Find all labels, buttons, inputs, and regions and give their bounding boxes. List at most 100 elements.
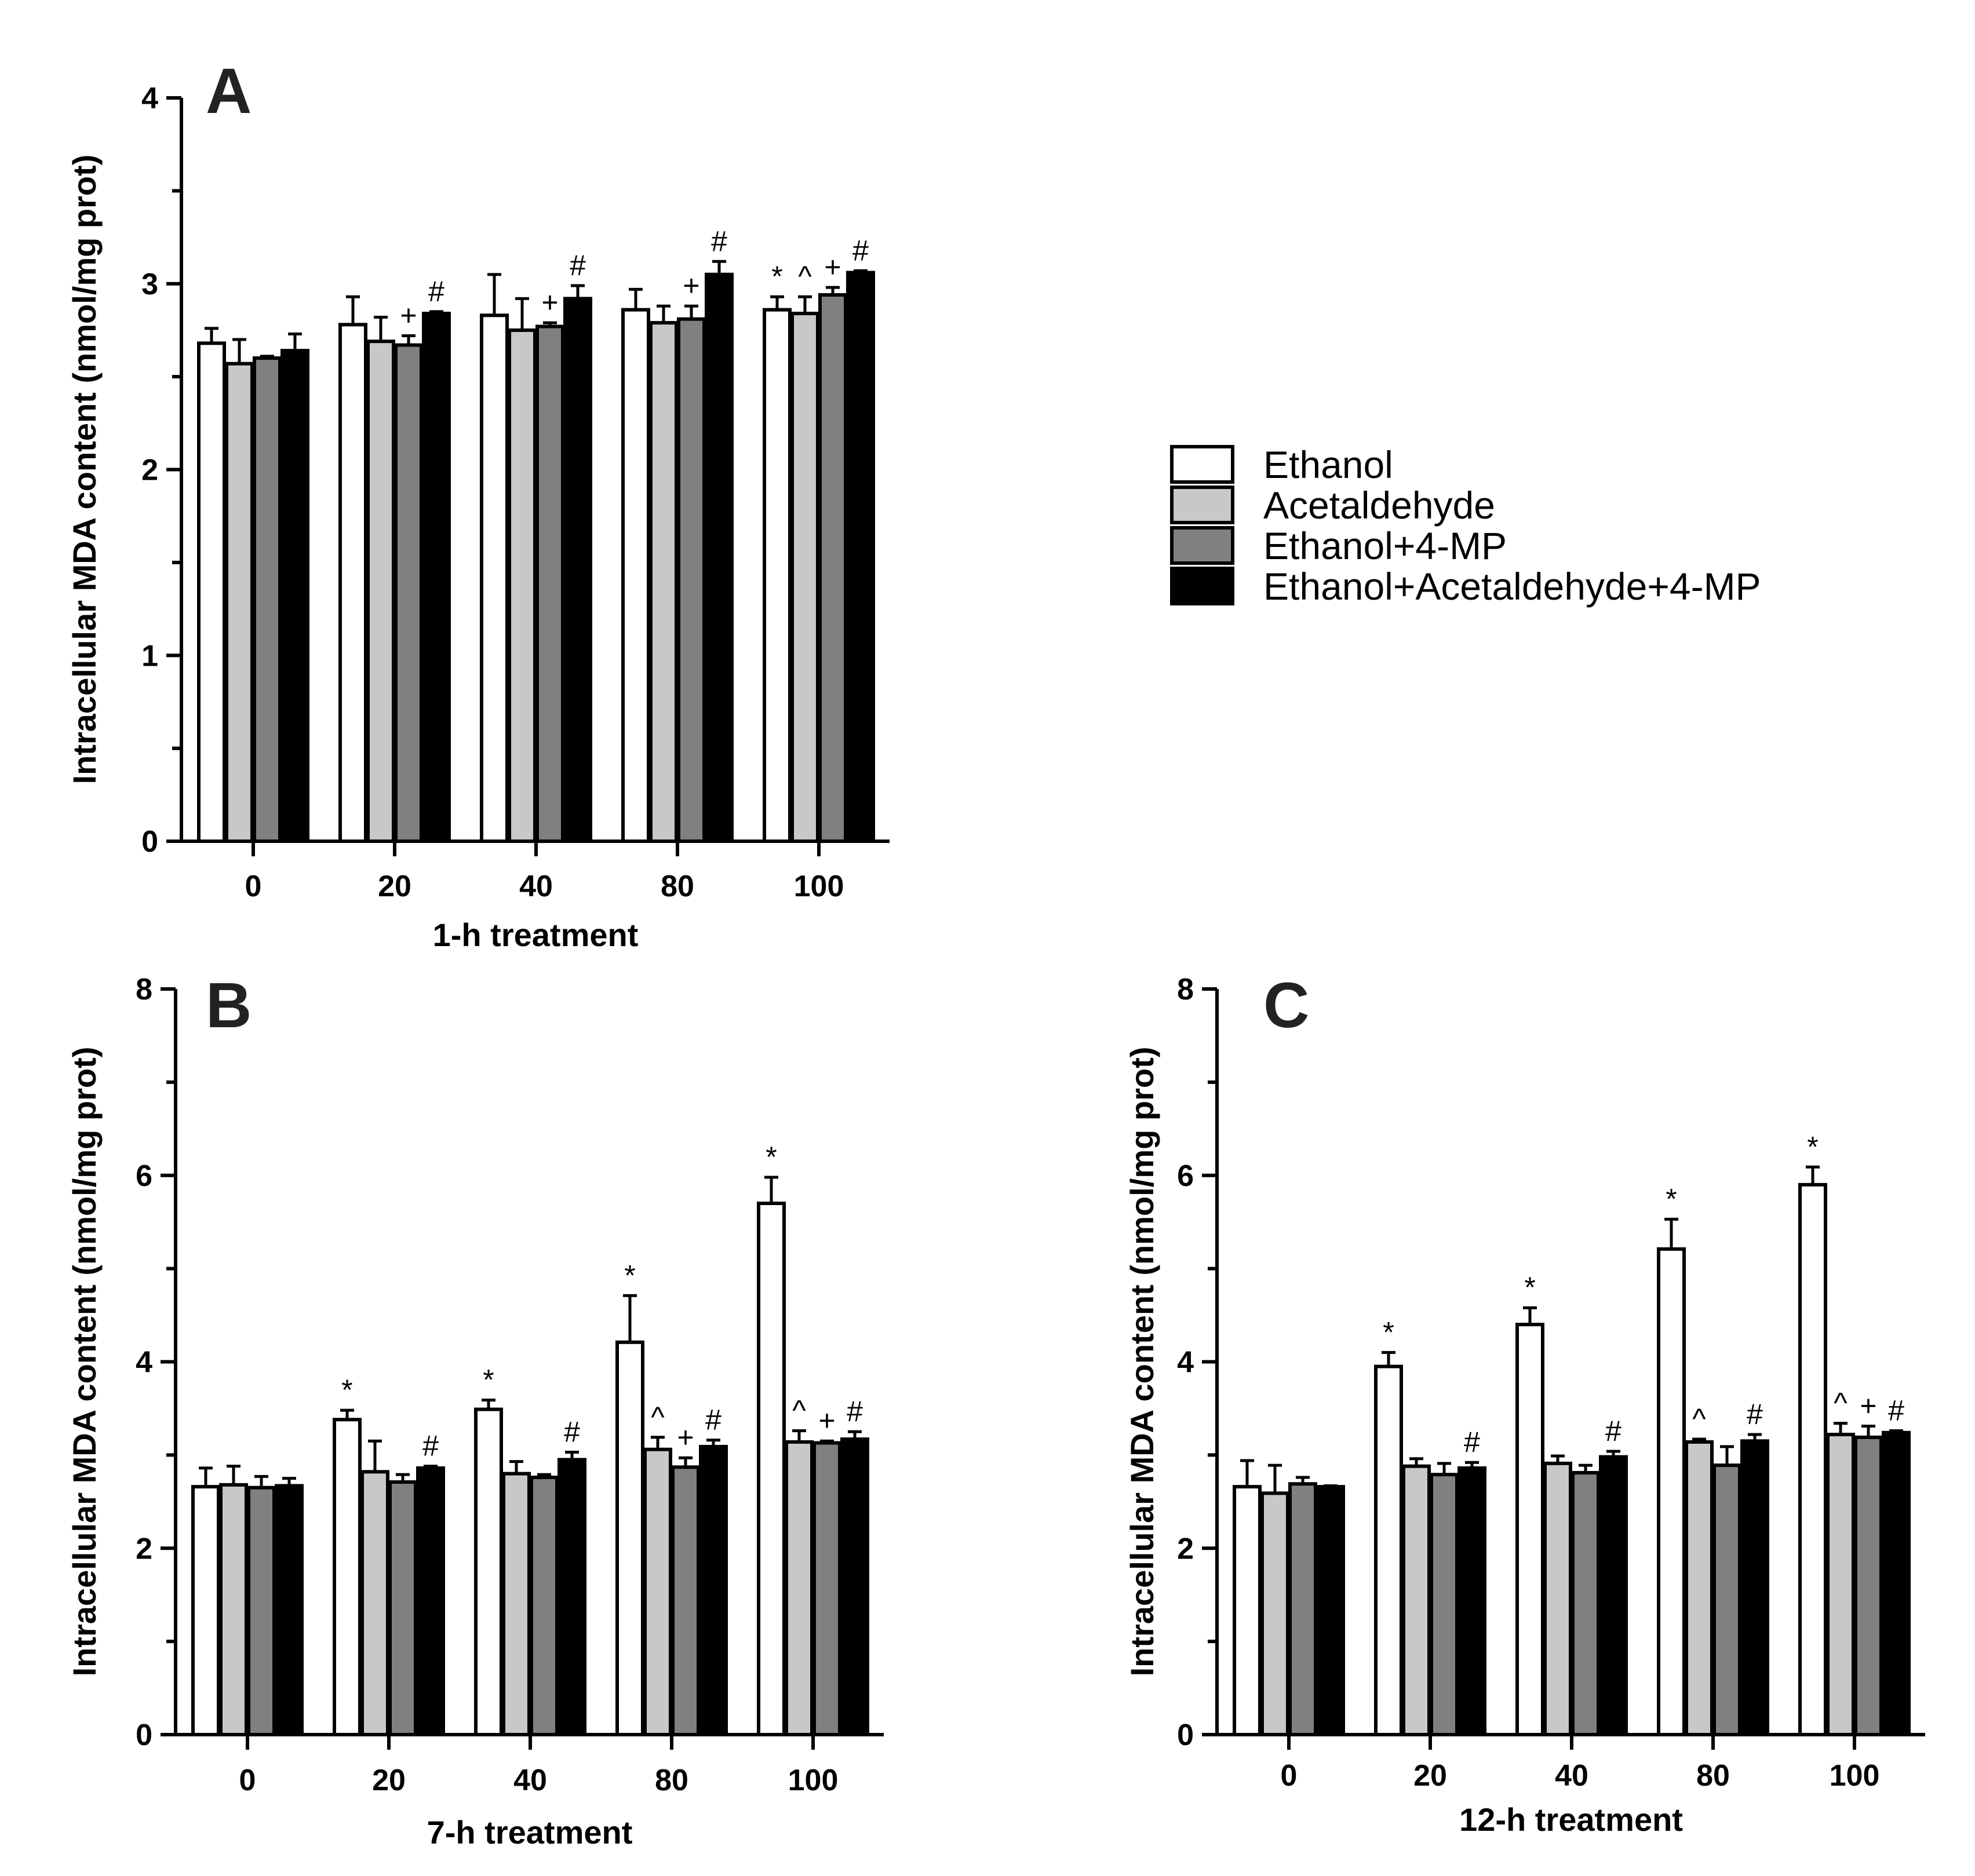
bar-b-ethanol-80 xyxy=(615,1340,644,1737)
significance-mark-a-ethanol-4mp-80: + xyxy=(683,269,699,302)
bar-c-ethanol-acetaldehyde-4mp-0 xyxy=(1316,1485,1345,1736)
bar-a-ethanol-80 xyxy=(621,308,650,843)
bar-b-ethanol-4mp-20 xyxy=(388,1480,417,1737)
significance-mark-b-ethanol-80: * xyxy=(624,1259,635,1291)
significance-mark-b-ethanol-acetaldehyde-4mp-100: # xyxy=(847,1395,863,1428)
significance-mark-a-acetaldehyde-100: ^ xyxy=(798,260,812,293)
y-tick-label-c-6: 6 xyxy=(1177,1159,1194,1193)
significance-mark-c-ethanol-20: * xyxy=(1383,1316,1394,1348)
y-tick-label-a-3: 3 xyxy=(141,268,158,301)
bar-a-ethanol-acetaldehyde-4mp-20 xyxy=(422,312,451,843)
x-tick-label-a-0: 0 xyxy=(245,870,262,903)
significance-mark-c-ethanol-4mp-100: + xyxy=(1860,1390,1876,1422)
bar-a-ethanol-4mp-20 xyxy=(394,343,423,843)
bar-c-ethanol-4mp-20 xyxy=(1430,1473,1459,1736)
bar-c-acetaldehyde-80 xyxy=(1685,1440,1714,1737)
legend-label-ethanol: Ethanol xyxy=(1263,443,1393,486)
y-axis-title-c: Intracellular MDA content (nmol/mg prot) xyxy=(1124,1047,1160,1677)
bar-a-ethanol-4mp-100 xyxy=(818,293,847,843)
bar-a-ethanol-4mp-40 xyxy=(535,324,564,843)
y-tick-label-a-1: 1 xyxy=(141,639,158,673)
y-tick-label-b-4: 4 xyxy=(136,1346,152,1379)
significance-mark-a-ethanol-acetaldehyde-4mp-80: # xyxy=(711,225,727,257)
bar-a-acetaldehyde-20 xyxy=(366,340,395,843)
x-tick-label-c-40: 40 xyxy=(1555,1759,1588,1793)
x-axis-title-c: 12-h treatment xyxy=(1459,1801,1683,1838)
bar-b-ethanol-acetaldehyde-4mp-100 xyxy=(840,1437,869,1737)
bar-c-ethanol-0 xyxy=(1233,1485,1262,1736)
x-tick-label-c-0: 0 xyxy=(1281,1759,1298,1793)
significance-mark-b-ethanol-4mp-80: + xyxy=(677,1421,694,1454)
y-tick-label-c-2: 2 xyxy=(1177,1532,1194,1565)
bar-b-acetaldehyde-100 xyxy=(785,1440,814,1737)
bar-b-acetaldehyde-0 xyxy=(219,1483,248,1736)
y-axis-title-a: Intracellular MDA content (nmol/mg prot) xyxy=(66,155,103,784)
y-tick-label-b-8: 8 xyxy=(136,973,152,1006)
significance-mark-a-ethanol-100: * xyxy=(771,260,782,293)
significance-mark-a-ethanol-acetaldehyde-4mp-40: # xyxy=(570,249,586,282)
y-axis-title-b: Intracellular MDA content (nmol/mg prot) xyxy=(66,1047,103,1677)
significance-mark-c-acetaldehyde-100: ^ xyxy=(1834,1387,1848,1419)
y-tick-label-b-0: 0 xyxy=(136,1718,152,1752)
significance-mark-b-ethanol-acetaldehyde-4mp-40: # xyxy=(564,1416,580,1448)
x-tick-label-a-20: 20 xyxy=(378,870,411,903)
legend-swatch-acetaldehyde xyxy=(1170,486,1234,524)
significance-mark-b-ethanol-100: * xyxy=(766,1141,777,1173)
bar-b-ethanol-acetaldehyde-4mp-40 xyxy=(557,1458,586,1736)
y-tick-label-c-0: 0 xyxy=(1177,1718,1194,1752)
legend: Ethanol Acetaldehyde Ethanol+4-MP Ethano… xyxy=(1170,443,1761,608)
bar-b-ethanol-acetaldehyde-4mp-0 xyxy=(275,1484,304,1737)
bar-b-acetaldehyde-20 xyxy=(360,1470,389,1737)
x-tick-label-c-100: 100 xyxy=(1830,1759,1880,1793)
bar-c-ethanol-40 xyxy=(1515,1323,1544,1736)
chart-panel-c: 0 * #20 * #40 * ^ #80 * ^ + #100 0 2 4 6 8 Intracellular … xyxy=(1124,970,1925,1838)
x-tick-label-a-80: 80 xyxy=(661,870,694,903)
x-tick-label-b-80: 80 xyxy=(655,1764,688,1797)
legend-label-ethanol-acetaldehyde-4mp: Ethanol+Acetaldehyde+4-MP xyxy=(1263,565,1761,608)
bar-a-acetaldehyde-80 xyxy=(649,321,678,843)
bar-b-ethanol-0 xyxy=(191,1485,220,1736)
y-tick-label-b-2: 2 xyxy=(136,1532,152,1565)
bar-c-acetaldehyde-100 xyxy=(1826,1432,1855,1736)
chart-panel-a: 0 + #20 + #40 + #80 * ^ + #100 0 1 2 3 4 Intracellular M… xyxy=(66,56,890,953)
bar-a-ethanol-40 xyxy=(480,313,509,843)
significance-mark-b-ethanol-acetaldehyde-4mp-20: # xyxy=(422,1430,439,1462)
significance-mark-c-ethanol-100: * xyxy=(1807,1130,1818,1163)
bar-a-ethanol-4mp-80 xyxy=(677,317,706,843)
significance-mark-c-acetaldehyde-80: ^ xyxy=(1692,1403,1706,1435)
bar-c-ethanol-acetaldehyde-4mp-80 xyxy=(1740,1439,1769,1736)
y-tick-label-b-6: 6 xyxy=(136,1159,152,1193)
bar-a-ethanol-20 xyxy=(338,323,367,843)
bar-c-acetaldehyde-0 xyxy=(1260,1491,1289,1736)
bar-a-ethanol-acetaldehyde-4mp-100 xyxy=(846,271,875,843)
bar-c-acetaldehyde-40 xyxy=(1543,1461,1572,1736)
x-tick-label-b-0: 0 xyxy=(239,1764,256,1797)
legend-label-ethanol-4mp: Ethanol+4-MP xyxy=(1263,524,1507,567)
significance-mark-c-ethanol-40: * xyxy=(1524,1271,1535,1304)
bar-c-ethanol-4mp-0 xyxy=(1288,1482,1317,1737)
y-tick-label-a-2: 2 xyxy=(141,454,158,487)
significance-mark-c-ethanol-80: * xyxy=(1666,1182,1677,1215)
bar-a-ethanol-acetaldehyde-4mp-40 xyxy=(563,297,592,843)
bar-a-ethanol-100 xyxy=(763,308,792,843)
significance-mark-c-ethanol-acetaldehyde-4mp-20: # xyxy=(1464,1426,1480,1458)
bar-b-ethanol-4mp-80 xyxy=(671,1465,700,1737)
significance-mark-c-ethanol-acetaldehyde-4mp-100: # xyxy=(1888,1395,1904,1427)
panel-letter-b: B xyxy=(206,970,252,1041)
x-tick-label-b-40: 40 xyxy=(513,1764,547,1797)
significance-mark-b-ethanol-20: * xyxy=(341,1374,352,1406)
significance-mark-b-acetaldehyde-80: ^ xyxy=(651,1401,665,1433)
significance-mark-a-ethanol-4mp-40: + xyxy=(541,286,558,319)
bar-b-ethanol-20 xyxy=(333,1418,362,1736)
x-axis-title-b: 7-h treatment xyxy=(427,1814,633,1851)
significance-mark-b-ethanol-acetaldehyde-4mp-80: # xyxy=(705,1404,722,1436)
bar-c-ethanol-4mp-100 xyxy=(1854,1435,1883,1737)
bar-c-ethanol-4mp-80 xyxy=(1712,1463,1741,1737)
bar-c-ethanol-4mp-40 xyxy=(1571,1470,1600,1736)
significance-mark-b-acetaldehyde-100: ^ xyxy=(792,1395,806,1427)
x-tick-label-b-100: 100 xyxy=(788,1764,839,1797)
legend-swatch-ethanol-4mp xyxy=(1170,526,1234,565)
legend-label-acetaldehyde: Acetaldehyde xyxy=(1263,484,1495,527)
bar-b-ethanol-40 xyxy=(474,1407,503,1736)
